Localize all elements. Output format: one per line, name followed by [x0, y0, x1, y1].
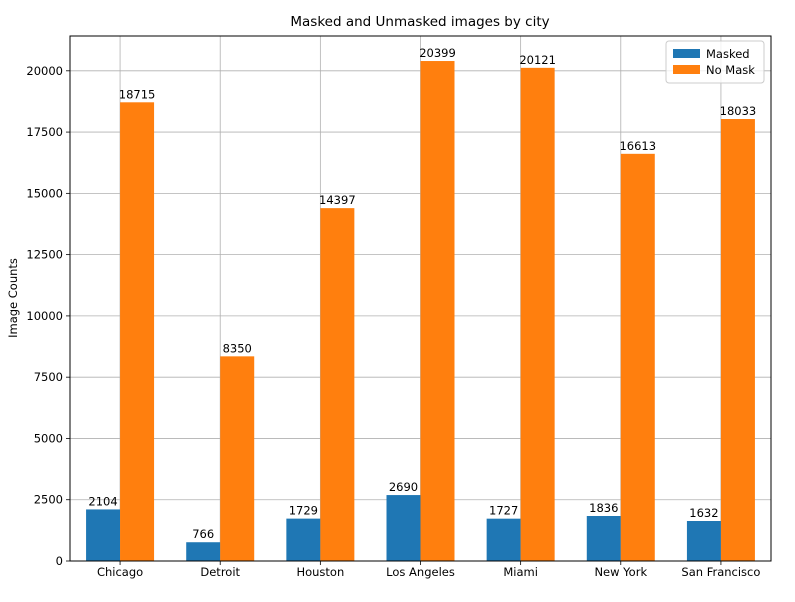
x-tick-label: Detroit — [200, 565, 240, 579]
bar-masked — [186, 542, 221, 561]
bar-no-mask — [420, 61, 455, 562]
bar-masked — [586, 516, 621, 561]
x-tick-label: Chicago — [97, 565, 143, 579]
bar-masked — [86, 509, 121, 561]
y-tick-label: 0 — [56, 554, 63, 568]
bar-masked — [486, 518, 521, 561]
x-tick-label: New York — [594, 565, 647, 579]
bar-value-label: 18033 — [720, 104, 757, 118]
bar-no-mask — [120, 102, 155, 562]
bar-value-label: 1729 — [289, 504, 318, 518]
bar-value-label: 20399 — [419, 46, 456, 60]
bar-value-label: 766 — [192, 527, 214, 541]
legend: Masked No Mask — [665, 40, 765, 84]
bar-no-mask — [220, 356, 255, 561]
legend-swatch — [673, 49, 700, 58]
bars — [86, 61, 755, 562]
bar-no-mask — [720, 119, 755, 561]
bar-value-label: 20121 — [519, 53, 556, 67]
bar-no-mask — [620, 153, 655, 561]
y-tick-label: 10000 — [26, 309, 63, 323]
bar-value-label: 14397 — [319, 193, 356, 207]
y-tick-label: 17500 — [26, 125, 63, 139]
bar-value-label: 1632 — [689, 506, 718, 520]
y-axis-label: Image Counts — [6, 258, 20, 338]
x-tick-label: Houston — [296, 565, 344, 579]
bar-value-label: 2690 — [389, 480, 418, 494]
bar-value-label: 1727 — [489, 504, 518, 518]
axes: 0 2500 5000 7500 10000 12500 15000 17500 20000 Ch… — [26, 35, 772, 579]
bar-masked — [686, 521, 721, 561]
x-tick-label: San Francisco — [681, 565, 760, 579]
y-tick-label: 5000 — [34, 431, 63, 445]
bar-value-label: 1836 — [589, 501, 618, 515]
bar-no-mask — [320, 208, 355, 561]
bar-value-label: 18715 — [119, 87, 156, 101]
y-tick-label: 15000 — [26, 186, 63, 200]
legend-swatch — [673, 65, 700, 74]
chart-title: Masked and Unmasked images by city — [290, 14, 549, 30]
legend-label: No Mask — [706, 63, 755, 77]
bar-masked — [386, 495, 421, 561]
bar-value-label: 16613 — [619, 139, 656, 153]
bar-value-label: 8350 — [223, 341, 252, 355]
y-tick-label: 20000 — [26, 64, 63, 78]
y-tick-label: 7500 — [34, 370, 63, 384]
bar-value-labels: 2104 18715 766 8350 1729 14397 2690 20399 1727 20… — [88, 46, 756, 541]
bar-masked — [286, 518, 321, 561]
plot-frame — [69, 35, 772, 562]
x-tick-label: Miami — [503, 565, 538, 579]
bar-no-mask — [520, 67, 555, 562]
y-tick-label: 2500 — [34, 493, 63, 507]
x-tick-label: Los Angeles — [386, 565, 455, 579]
legend-label: Masked — [706, 47, 750, 61]
y-tick-label: 12500 — [26, 248, 63, 262]
bar-value-label: 2104 — [88, 494, 117, 508]
